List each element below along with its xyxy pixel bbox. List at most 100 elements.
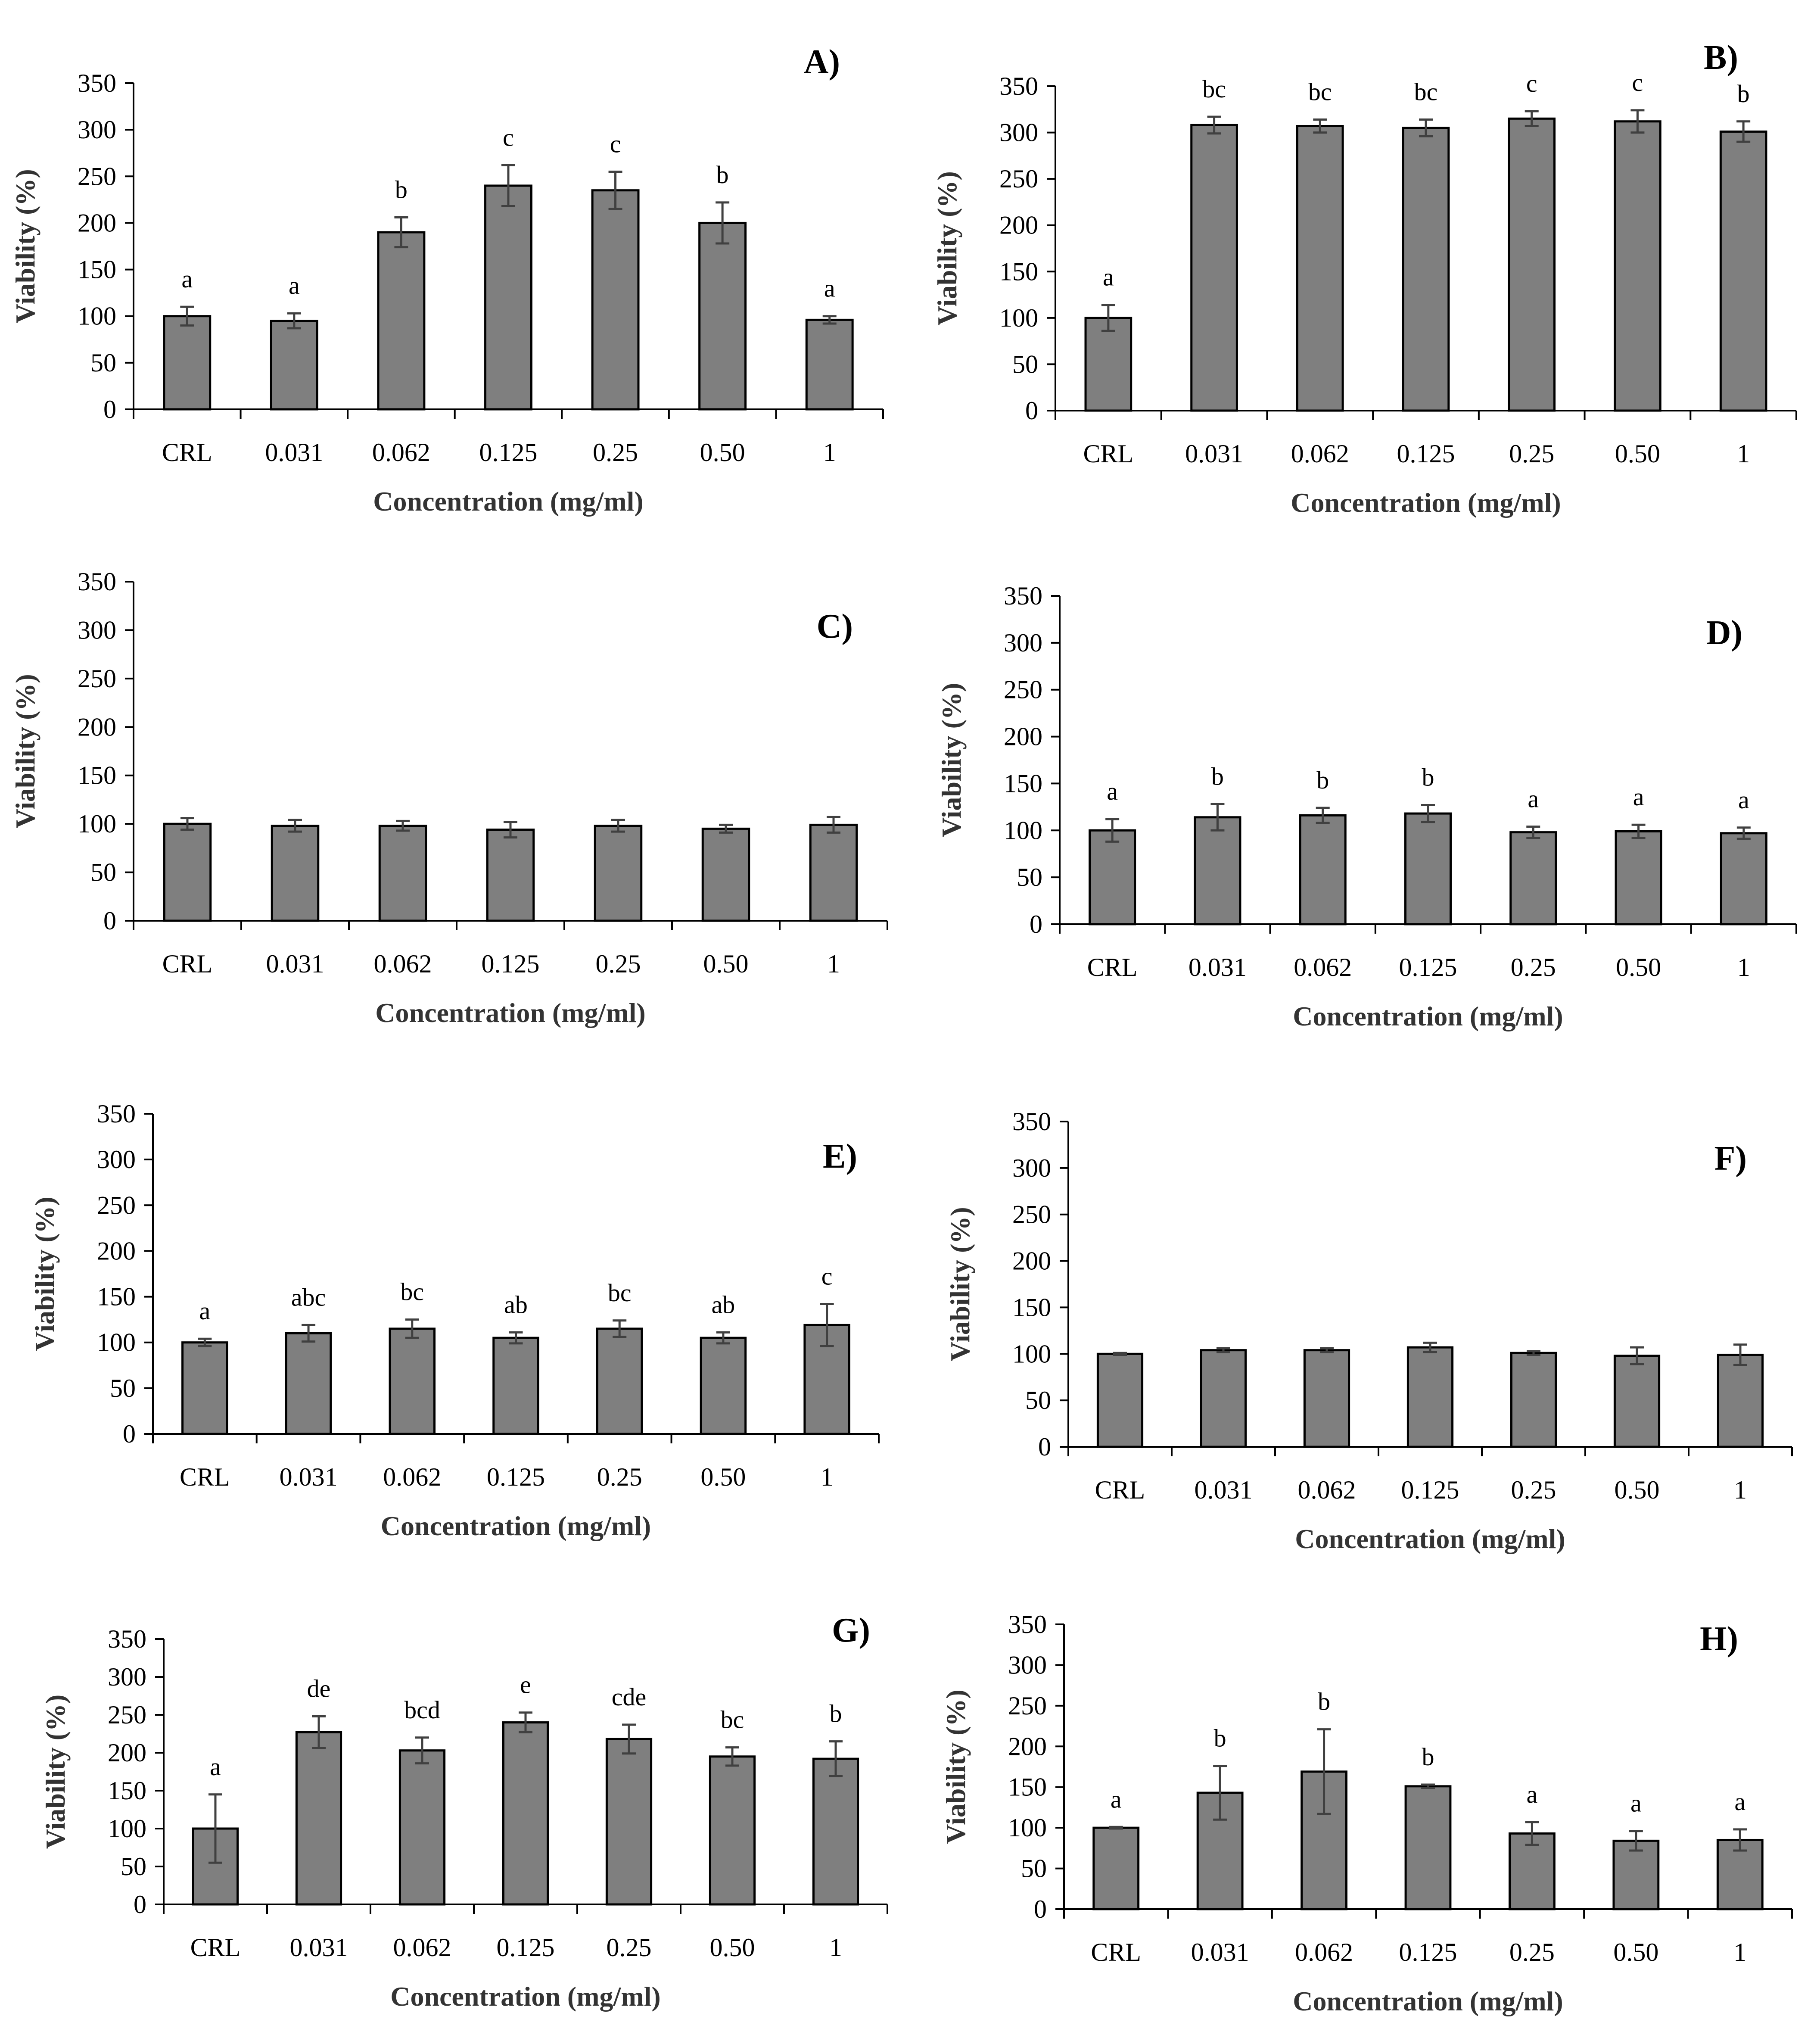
y-tick-label: 50	[110, 1374, 136, 1402]
x-tick-label: 0.125	[1401, 1476, 1459, 1504]
x-tick-label: 1	[1737, 439, 1750, 468]
x-tick-label: 1	[823, 438, 836, 467]
error-bar	[1213, 1765, 1227, 1821]
x-tick-label: 0.062	[383, 1463, 441, 1491]
error-bar	[1733, 1343, 1747, 1366]
x-tick-label: 0.50	[1615, 439, 1660, 468]
x-tick-label: 0.125	[1397, 439, 1455, 468]
panel-label: H)	[1700, 1620, 1738, 1658]
y-tick-label: 250	[1012, 1200, 1051, 1229]
x-tick-label: 0.50	[710, 1933, 755, 1962]
error-bar	[180, 817, 194, 831]
x-tick-label: 0.031	[1185, 439, 1243, 468]
y-tick-label: 350	[1004, 582, 1042, 610]
error-bar	[725, 1746, 739, 1767]
bar	[1296, 125, 1344, 412]
x-tick-label: CRL	[162, 950, 213, 978]
y-tick-label: 0	[123, 1420, 136, 1448]
bar	[698, 221, 747, 411]
bar	[596, 1327, 643, 1435]
significance-label: ab	[504, 1290, 528, 1318]
significance-label: b	[830, 1700, 842, 1728]
bar	[1509, 831, 1557, 925]
x-tick-label: 0.50	[700, 1463, 746, 1491]
y-tick-label: 350	[108, 1625, 146, 1653]
bar	[812, 1757, 859, 1906]
significance-label: b	[1318, 1688, 1330, 1716]
y-tick-label: 150	[78, 761, 116, 790]
x-tick-label: 0.25	[593, 438, 638, 467]
bar	[492, 1337, 539, 1435]
bar	[591, 189, 640, 411]
significance-label: c	[1632, 69, 1643, 97]
y-tick-label: 350	[1008, 1610, 1047, 1639]
y-axis-title: Viability (%)	[40, 1695, 71, 1849]
error-bar	[716, 1331, 730, 1345]
y-tick-label: 250	[78, 664, 116, 693]
significance-label: a	[1107, 777, 1118, 805]
x-tick-label: 0.50	[1616, 953, 1661, 981]
x-tick-label: 0.031	[1189, 953, 1247, 981]
error-bar	[1419, 118, 1433, 137]
x-tick-label: 0.062	[1294, 953, 1352, 981]
bar	[1190, 124, 1238, 412]
error-bar	[312, 1715, 326, 1749]
significance-label: a	[1630, 1789, 1642, 1817]
bar	[1096, 1352, 1144, 1448]
significance-label: b	[395, 175, 408, 203]
error-bar	[509, 1331, 523, 1345]
y-axis-title: Viability (%)	[936, 683, 967, 838]
bar	[1200, 1349, 1247, 1448]
error-bar	[287, 312, 301, 330]
y-tick-label: 100	[999, 304, 1038, 332]
bar	[1303, 1349, 1350, 1448]
significance-label: a	[824, 274, 835, 302]
x-tick-label: 1	[827, 950, 840, 978]
y-tick-label: 0	[1025, 396, 1038, 425]
panel-label: F)	[1714, 1140, 1747, 1178]
y-tick-label: 300	[999, 118, 1038, 147]
error-bar	[1629, 1830, 1643, 1852]
error-bar	[302, 1324, 316, 1343]
chart-panel-h: 0 50 100 150 200 250 300 350 a CRL b 0.031 b 0.062 b 0.…	[940, 1610, 1793, 2016]
error-bar	[394, 216, 408, 249]
error-bar	[1207, 115, 1221, 135]
error-bar	[1113, 1352, 1127, 1356]
bar	[1615, 830, 1662, 925]
x-tick-label: 0.25	[597, 1463, 642, 1491]
y-tick-label: 100	[108, 1814, 146, 1843]
error-bar	[1101, 304, 1115, 332]
significance-label: a	[210, 1753, 221, 1781]
x-tick-label: 0.031	[290, 1933, 348, 1962]
bar	[605, 1738, 653, 1906]
significance-label: a	[199, 1297, 210, 1325]
bar	[1717, 1353, 1764, 1448]
significance-label: ab	[712, 1290, 735, 1318]
x-tick-label: 0.50	[700, 438, 745, 467]
y-tick-label: 200	[97, 1237, 136, 1265]
bar	[1720, 832, 1767, 925]
x-tick-label: 1	[1737, 953, 1750, 981]
error-bar	[501, 164, 515, 207]
y-tick-label: 200	[108, 1739, 146, 1767]
significance-label: b	[1316, 766, 1329, 794]
error-bar	[719, 823, 733, 834]
x-tick-label: 0.125	[482, 950, 540, 978]
y-tick-label: 100	[1008, 1813, 1047, 1842]
y-tick-label: 0	[1034, 1895, 1047, 1923]
x-tick-label: 1	[829, 1933, 842, 1962]
bar	[701, 827, 750, 922]
y-tick-label: 250	[97, 1191, 136, 1219]
x-tick-label: 1	[1733, 1938, 1746, 1966]
significance-label: b	[1422, 1743, 1434, 1771]
x-tick-label: 0.25	[1509, 439, 1554, 468]
bar	[270, 320, 318, 411]
y-tick-label: 50	[90, 858, 116, 887]
y-tick-label: 200	[1008, 1732, 1047, 1760]
y-tick-label: 200	[78, 209, 116, 237]
x-tick-label: 0.25	[607, 1933, 652, 1962]
x-axis-title: Concentration (mg/ml)	[375, 997, 645, 1028]
panel-label: B)	[1704, 39, 1738, 77]
y-tick-label: 300	[108, 1663, 146, 1691]
